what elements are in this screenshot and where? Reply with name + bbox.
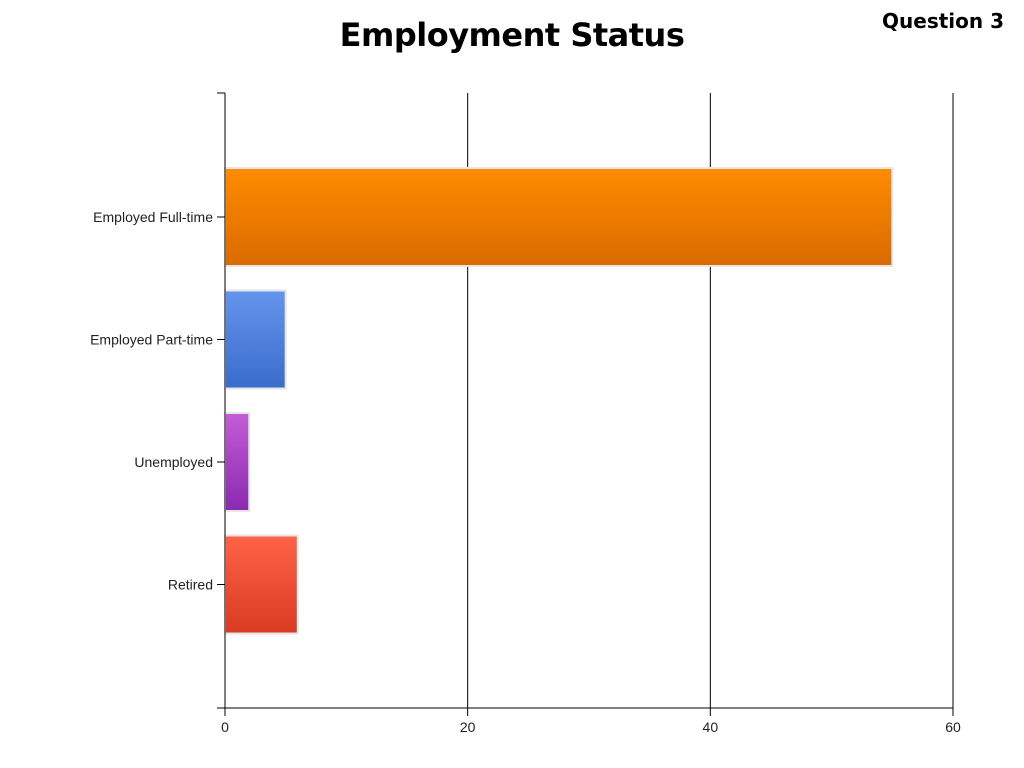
bar-employed-part-time — [224, 289, 287, 390]
x-tick-label: 20 — [460, 719, 476, 735]
y-tick-label: Unemployed — [134, 454, 213, 470]
y-tick-label: Retired — [168, 577, 213, 593]
question-label: Question 3 — [882, 9, 1004, 33]
bar-unemployed — [224, 412, 251, 512]
x-tick-label: 0 — [221, 719, 229, 735]
bar-employed-full-time — [224, 167, 894, 267]
chart-title: Employment Status — [339, 16, 685, 54]
x-tick-label: 60 — [945, 719, 961, 735]
x-tick-label: 40 — [703, 719, 719, 735]
labels: Employed Full-time Employed Part-time Unem… — [90, 209, 961, 735]
bars — [224, 167, 894, 635]
axes — [217, 92, 954, 716]
y-tick-label: Employed Full-time — [93, 209, 213, 225]
y-tick-label: Employed Part-time — [90, 332, 213, 348]
bar-retired — [224, 534, 299, 635]
